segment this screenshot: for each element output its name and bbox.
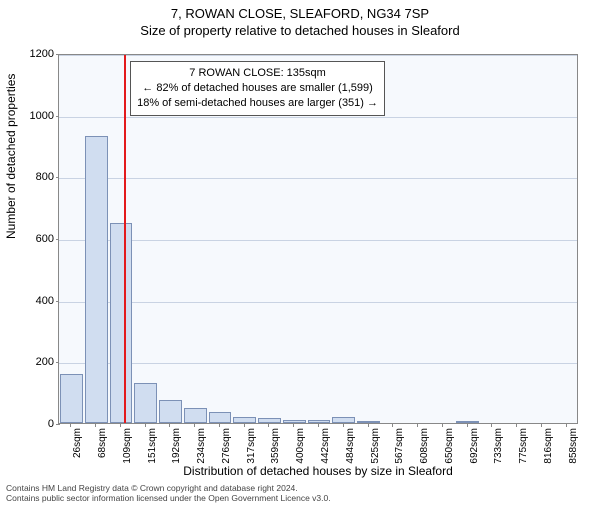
y-axis-title: Number of detached properties xyxy=(4,74,18,239)
x-tick-label: 234sqm xyxy=(196,428,207,468)
gridline xyxy=(59,117,577,118)
x-tick-label: 650sqm xyxy=(444,428,455,468)
gridline xyxy=(59,302,577,303)
histogram-bar xyxy=(209,412,232,423)
x-tick-mark xyxy=(95,423,96,427)
x-tick-label: 608sqm xyxy=(419,428,430,468)
x-tick-label: 525sqm xyxy=(370,428,381,468)
histogram-bar xyxy=(110,223,133,423)
histogram-bar xyxy=(85,136,108,423)
x-tick-mark xyxy=(516,423,517,427)
histogram-bar xyxy=(60,374,83,423)
y-axis: 020040060080010001200 xyxy=(20,54,56,424)
y-tick-label: 800 xyxy=(20,171,54,183)
y-tick-label: 0 xyxy=(20,418,54,430)
x-tick-label: 733sqm xyxy=(493,428,504,468)
plot-area: 7 ROWAN CLOSE: 135sqm ← 82% of detached … xyxy=(58,54,578,424)
gridline xyxy=(59,178,577,179)
chart-area: 7 ROWAN CLOSE: 135sqm ← 82% of detached … xyxy=(58,54,578,424)
x-tick-mark xyxy=(318,423,319,427)
gridline xyxy=(59,55,577,56)
x-tick-mark xyxy=(467,423,468,427)
y-tick-label: 1000 xyxy=(20,110,54,122)
histogram-bar xyxy=(184,408,207,423)
x-tick-label: 775sqm xyxy=(518,428,529,468)
x-tick-label: 276sqm xyxy=(221,428,232,468)
x-tick-mark xyxy=(392,423,393,427)
x-tick-label: 26sqm xyxy=(72,428,83,468)
y-tick-label: 1200 xyxy=(20,48,54,60)
gridline xyxy=(59,363,577,364)
y-tick-label: 200 xyxy=(20,356,54,368)
x-tick-label: 109sqm xyxy=(122,428,133,468)
histogram-bar xyxy=(159,400,182,423)
histogram-bar xyxy=(134,383,157,423)
footer-line-2: Contains public sector information licen… xyxy=(6,494,594,504)
x-tick-mark xyxy=(244,423,245,427)
x-tick-label: 400sqm xyxy=(295,428,306,468)
x-tick-label: 484sqm xyxy=(345,428,356,468)
x-tick-mark xyxy=(293,423,294,427)
x-tick-label: 816sqm xyxy=(543,428,554,468)
x-tick-mark xyxy=(70,423,71,427)
x-axis-title: Distribution of detached houses by size … xyxy=(58,464,578,478)
annotation-box: 7 ROWAN CLOSE: 135sqm ← 82% of detached … xyxy=(130,61,385,116)
x-tick-label: 317sqm xyxy=(246,428,257,468)
x-tick-label: 692sqm xyxy=(469,428,480,468)
x-tick-label: 151sqm xyxy=(147,428,158,468)
x-tick-label: 192sqm xyxy=(171,428,182,468)
x-tick-mark xyxy=(491,423,492,427)
property-marker-line xyxy=(124,55,126,423)
x-tick-mark xyxy=(120,423,121,427)
x-tick-mark xyxy=(541,423,542,427)
x-tick-mark xyxy=(368,423,369,427)
annotation-line-1: 7 ROWAN CLOSE: 135sqm xyxy=(137,66,378,81)
x-tick-mark xyxy=(566,423,567,427)
y-tick-label: 600 xyxy=(20,233,54,245)
title-sub: Size of property relative to detached ho… xyxy=(0,23,600,38)
x-tick-label: 858sqm xyxy=(568,428,579,468)
x-tick-label: 68sqm xyxy=(97,428,108,468)
x-tick-mark xyxy=(145,423,146,427)
x-tick-mark xyxy=(194,423,195,427)
gridline xyxy=(59,240,577,241)
title-main: 7, ROWAN CLOSE, SLEAFORD, NG34 7SP xyxy=(0,6,600,21)
x-tick-mark xyxy=(442,423,443,427)
x-tick-mark xyxy=(343,423,344,427)
footer-attribution: Contains HM Land Registry data © Crown c… xyxy=(6,484,594,504)
annotation-line-3: 18% of semi-detached houses are larger (… xyxy=(137,96,378,111)
annotation-line-2: ← 82% of detached houses are smaller (1,… xyxy=(137,81,378,96)
x-tick-label: 442sqm xyxy=(320,428,331,468)
x-tick-label: 567sqm xyxy=(394,428,405,468)
y-tick-label: 400 xyxy=(20,295,54,307)
x-tick-mark xyxy=(169,423,170,427)
x-tick-mark xyxy=(219,423,220,427)
x-tick-mark xyxy=(417,423,418,427)
x-tick-mark xyxy=(268,423,269,427)
x-tick-label: 359sqm xyxy=(270,428,281,468)
